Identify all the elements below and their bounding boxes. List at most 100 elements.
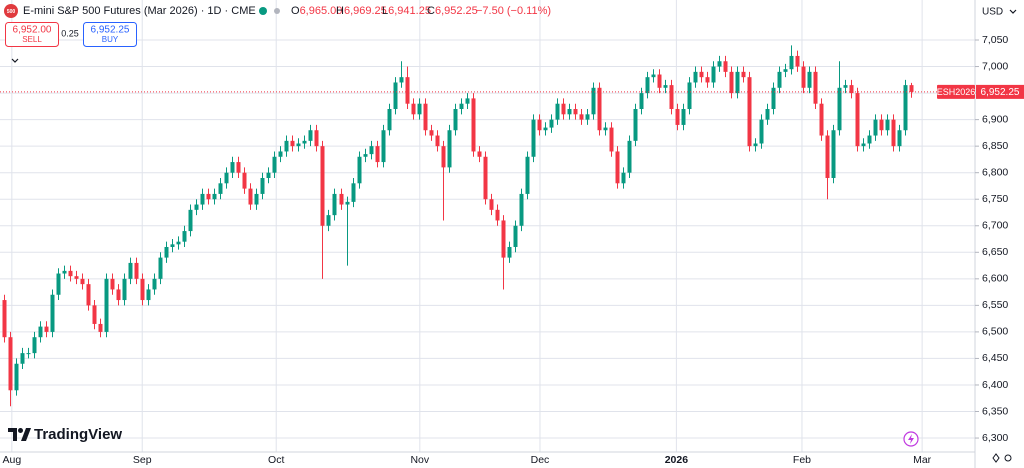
candle-body: [116, 289, 121, 301]
candle-body: [236, 162, 241, 173]
y-tick-label: 6,850: [982, 140, 1008, 152]
candle-body: [218, 183, 223, 194]
x-tick-label: Oct: [268, 454, 284, 466]
candle-body: [729, 71, 734, 94]
candle-body: [369, 146, 374, 155]
y-tick-label: 6,600: [982, 273, 1008, 285]
candle-body: [459, 103, 464, 110]
candle-body: [411, 103, 416, 115]
buy-button[interactable]: [83, 22, 137, 47]
currency-chevron[interactable]: [1009, 9, 1017, 14]
candle-body: [26, 353, 31, 355]
price-label: 6,952.25: [981, 87, 1020, 98]
candle-body: [320, 146, 325, 226]
symbol-icon-text: 500: [7, 9, 16, 15]
logo-dot: [18, 428, 23, 433]
candle-body: [260, 177, 265, 194]
candle-body: [176, 241, 181, 245]
candle-body: [50, 294, 55, 332]
candle-body: [278, 151, 283, 157]
candle-body: [363, 154, 368, 157]
candle-body: [867, 135, 872, 144]
candle-body: [242, 172, 247, 189]
candle-body: [170, 244, 175, 247]
candle-body: [681, 109, 686, 125]
candle-body: [188, 209, 193, 232]
candle-body: [68, 270, 73, 277]
candle-body: [465, 98, 470, 104]
change: −7.50 (−0.11%): [476, 5, 551, 17]
candle-body: [501, 220, 506, 258]
candle-body: [777, 71, 782, 88]
candle-body: [537, 119, 542, 131]
grid: [0, 0, 975, 452]
candle-body: [357, 156, 362, 184]
candle-body: [819, 103, 824, 136]
alert-bolt: [908, 434, 914, 444]
sell-button[interactable]: [5, 22, 59, 47]
y-tick-label: 6,400: [982, 379, 1008, 391]
settings-icon[interactable]: [1004, 454, 1012, 462]
candle-body: [272, 156, 277, 173]
collapse-chevron[interactable]: [11, 58, 19, 63]
ohlc-key: C: [427, 5, 435, 17]
candle-body: [152, 278, 157, 290]
y-tick-label: 6,350: [982, 405, 1008, 417]
candle-body: [495, 209, 500, 221]
y-tick-label: 6,650: [982, 246, 1008, 258]
logo: TradingView: [8, 426, 122, 443]
candle-body: [20, 353, 25, 364]
currency[interactable]: USD: [982, 7, 1003, 18]
candle-body: [375, 146, 380, 163]
candle-body: [417, 103, 422, 115]
candle-body: [326, 215, 331, 226]
market-status: [259, 7, 267, 15]
candle-body: [447, 130, 452, 168]
candle-body: [879, 119, 884, 131]
axes: 6,300 6,350 6,400 6,450 6,500 6,550 6,600 6,650…: [0, 34, 1024, 466]
candle-body: [302, 140, 307, 144]
ohlc-item: L6,941.25: [382, 5, 431, 17]
x-tick-label: Aug: [2, 454, 21, 466]
candle-body: [206, 193, 211, 200]
candle-body: [308, 130, 313, 141]
candle-body: [855, 93, 860, 147]
candle-body: [639, 93, 644, 110]
candle-body: [296, 143, 301, 147]
x-tick-label: Mar: [913, 454, 932, 466]
candle-body: [591, 87, 596, 115]
candle-body: [699, 71, 704, 78]
candle-body: [789, 55, 794, 70]
candle-body: [687, 82, 692, 110]
candle-body: [801, 66, 806, 88]
candle-body: [651, 74, 656, 78]
symbol-label: ESH2026: [937, 87, 976, 97]
candle-body: [423, 103, 428, 131]
ohlc-item: C6,952.25: [427, 5, 478, 17]
visibility-icon[interactable]: [274, 8, 280, 14]
y-tick-label: 6,800: [982, 166, 1008, 178]
candle-body: [645, 77, 650, 94]
candle-body: [290, 140, 295, 147]
spread: 0.25: [61, 28, 79, 38]
candle-body: [128, 262, 133, 279]
candle-body: [711, 66, 716, 83]
candle-body: [471, 98, 476, 152]
candle-body: [843, 85, 848, 88]
candle-body: [230, 162, 235, 173]
candle-body: [92, 305, 97, 324]
candle-body: [669, 85, 674, 110]
ohlc-value: 6,941.25: [388, 5, 431, 17]
symbol-title[interactable]: E-mini S&P 500 Futures (Mar 2026) · 1D ·…: [23, 5, 256, 17]
x-tick-label: Sep: [133, 454, 152, 466]
candle-body: [110, 278, 115, 290]
candle-body: [507, 246, 512, 258]
settings-icon[interactable]: [992, 453, 1000, 463]
candle-body: [399, 77, 404, 83]
candle-body: [621, 172, 626, 184]
candle-body: [561, 103, 566, 115]
candle-body: [158, 257, 163, 279]
logo-mark: [21, 428, 31, 441]
x-tick-label: Dec: [531, 454, 550, 466]
